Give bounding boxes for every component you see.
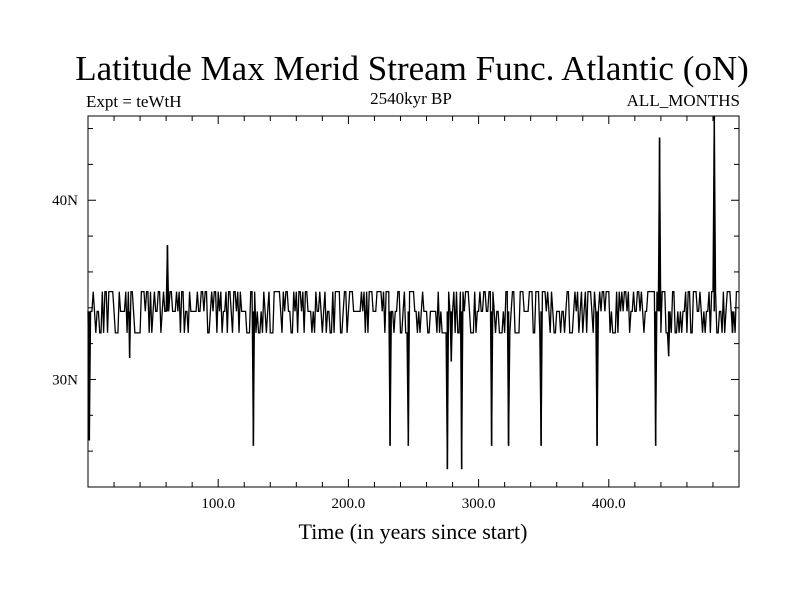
plot-frame — [87, 115, 740, 488]
x-tick-label: 300.0 — [462, 496, 496, 512]
months-label: ALL_MONTHS — [627, 91, 740, 110]
tick-marks — [88, 116, 739, 487]
y-tick-label: 30N — [52, 372, 78, 388]
experiment-label: Expt = teWtH — [86, 92, 182, 111]
x-tick-label: 100.0 — [201, 496, 235, 512]
tick-labels: 100.0 200.0 300.0 400.0 30N 40N — [52, 193, 626, 512]
y-tick-label: 40N — [52, 193, 78, 209]
x-tick-label: 200.0 — [332, 496, 366, 512]
series-line — [87, 115, 739, 470]
x-axis-label: Time (in years since start) — [299, 519, 528, 544]
series — [87, 115, 739, 470]
chart-title: Latitude Max Merid Stream Func. Atlantic… — [75, 49, 749, 88]
period-label: 2540kyr BP — [370, 89, 452, 108]
x-tick-label: 400.0 — [592, 496, 626, 512]
